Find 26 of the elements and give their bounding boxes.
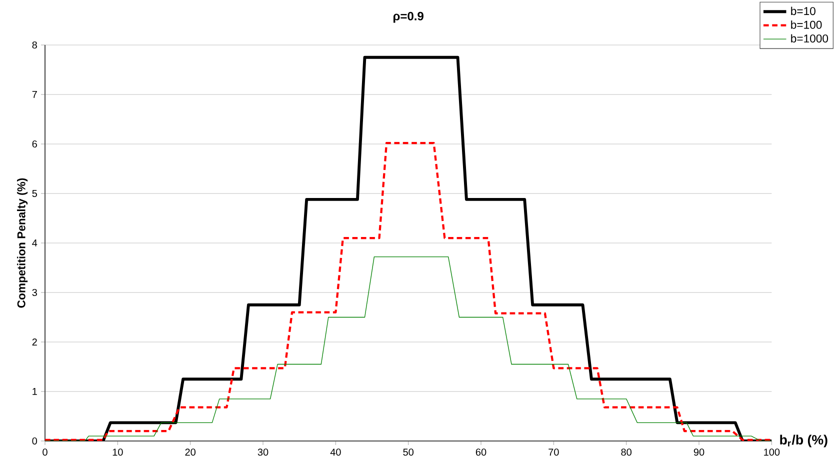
y-axis-title: Competition Penalty (%) [17,178,28,308]
x-tick-label: 60 [476,448,486,456]
y-tick-label: 2 [32,338,37,346]
y-tick-label: 0 [32,437,38,445]
x-tick-label: 30 [258,448,268,456]
x-axis-title: b$_{r}$/b (%) [780,434,828,448]
legend-label: b=1000 [791,34,828,43]
y-tick-label: 1 [32,388,37,395]
y-tick-label: 3 [32,288,37,296]
y-tick-label: 5 [32,190,37,197]
x-tick-label: 50 [403,448,414,456]
y-tick-label: 4 [32,240,38,246]
y-tick-label: 6 [32,140,37,148]
x-tick-label: 100 [764,448,780,456]
y-tick-label: 8 [32,41,37,49]
x-tick-label: 0 [42,448,48,456]
legend-label: b=10 [791,6,816,16]
x-tick-label: 20 [185,448,196,456]
x-tick-label: 70 [548,448,559,456]
x-tick-label: 90 [694,448,704,456]
chart-title: ρ=0.9 [393,12,424,23]
legend-label: b=100 [791,20,822,29]
y-tick-label: 7 [32,91,37,98]
x-tick-label: 10 [112,448,123,456]
x-tick-label: 40 [330,448,341,456]
x-tick-label: 80 [621,448,632,456]
